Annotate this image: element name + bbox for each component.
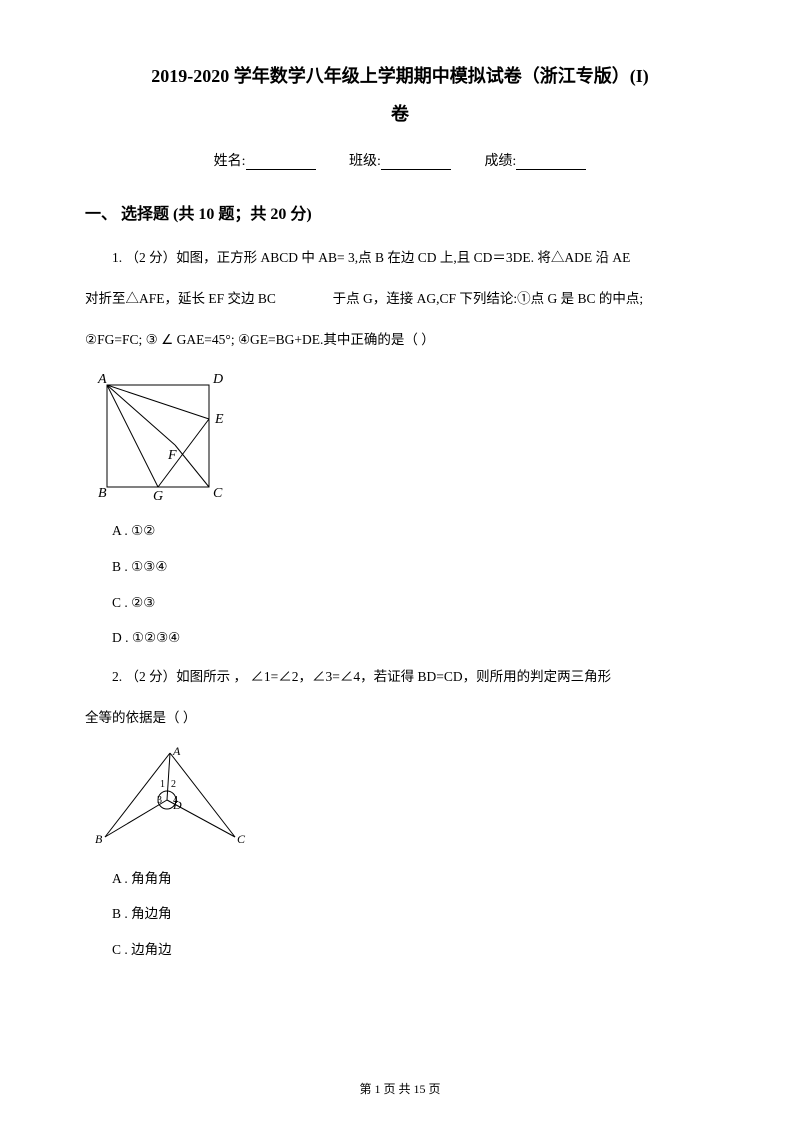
q2-label-1: 1 [160, 779, 165, 790]
q2-line2: 全等的依据是（ ） [85, 710, 196, 725]
q1-choice-d[interactable]: D . ①②③④ [112, 627, 715, 649]
q2-figure: A B C D 1 2 3 4 [85, 745, 715, 850]
page-footer: 第 1 页 共 15 页 [0, 1080, 800, 1097]
q2-label-3: 3 [157, 795, 162, 806]
score-label: 成绩: [484, 154, 516, 169]
q2-line1: 2. （2 分）如图所示 ， ∠1=∠2，∠3=∠4，若证得 BD=CD，则所用… [112, 669, 611, 684]
q1-label-C: C [213, 486, 223, 501]
q2-text: 2. （2 分）如图所示 ， ∠1=∠2，∠3=∠4，若证得 BD=CD，则所用… [85, 663, 715, 690]
q1-line1: 1. （2 分）如图，正方形 ABCD 中 AB= 3,点 B 在边 CD 上,… [112, 250, 630, 265]
q2-label-C: C [237, 832, 246, 846]
q2-choice-a[interactable]: A . 角角角 [112, 868, 715, 890]
class-label: 班级: [349, 154, 381, 169]
score-field[interactable] [516, 154, 586, 170]
q1-figure: A D B C E F G [85, 367, 715, 502]
q1-label-D: D [212, 372, 223, 387]
class-field[interactable] [381, 154, 451, 170]
q1-line2a: 对折至△AFE，延长 EF 交边 BC [85, 291, 276, 306]
q1-label-G: G [153, 489, 163, 502]
q2-label-2: 2 [171, 779, 176, 790]
exam-title-line1: 2019-2020 学年数学八年级上学期期中模拟试卷（浙江专版）(I) [85, 60, 715, 92]
q1-label-B: B [98, 486, 107, 501]
q1-label-A: A [97, 372, 107, 387]
q2-text-cont: 全等的依据是（ ） [85, 704, 715, 731]
q2-choice-b[interactable]: B . 角边角 [112, 903, 715, 925]
q1-label-F: F [167, 448, 177, 463]
section-1-header: 一、 选择题 (共 10 题；共 20 分) [85, 200, 715, 224]
q2-label-4: 4 [173, 795, 178, 806]
q1-label-E: E [214, 412, 224, 427]
student-info-line: 姓名: 班级: 成绩: [85, 150, 715, 170]
q2-label-B: B [95, 832, 103, 846]
q2-choice-c[interactable]: C . 边角边 [112, 939, 715, 961]
q1-text-cont2: ②FG=FC; ③ ∠ GAE=45°; ④GE=BG+DE.其中正确的是（ ） [85, 326, 715, 353]
name-label: 姓名: [214, 154, 246, 169]
name-field[interactable] [246, 154, 316, 170]
q1-choice-a[interactable]: A . ①② [112, 520, 715, 542]
q1-line3: ②FG=FC; ③ ∠ GAE=45°; ④GE=BG+DE.其中正确的是（ ） [85, 332, 435, 347]
exam-title-line2: 卷 [85, 100, 715, 126]
q2-label-A: A [172, 745, 181, 758]
q1-text: 1. （2 分）如图，正方形 ABCD 中 AB= 3,点 B 在边 CD 上,… [85, 244, 715, 271]
q1-choice-c[interactable]: C . ②③ [112, 592, 715, 614]
q1-choice-b[interactable]: B . ①③④ [112, 556, 715, 578]
q1-line2b: 于点 G，连接 AG,CF 下列结论:①点 G 是 BC 的中点; [333, 291, 644, 306]
q1-text-cont: 对折至△AFE，延长 EF 交边 BC 于点 G，连接 AG,CF 下列结论:①… [85, 285, 715, 312]
